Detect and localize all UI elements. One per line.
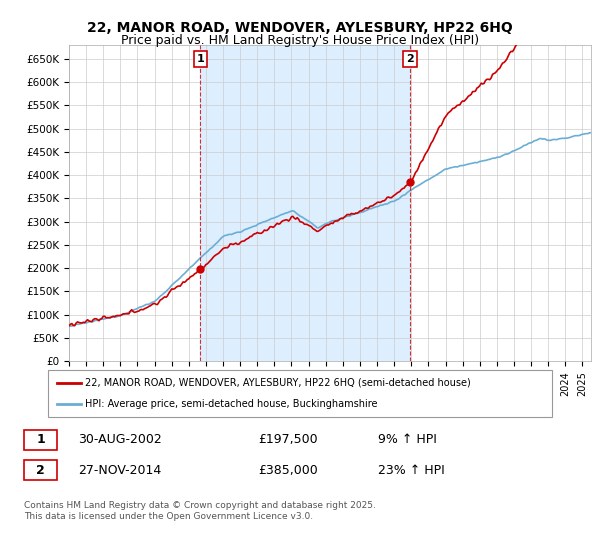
Text: 23% ↑ HPI: 23% ↑ HPI <box>378 464 445 477</box>
Text: £197,500: £197,500 <box>258 433 317 446</box>
Text: 22, MANOR ROAD, WENDOVER, AYLESBURY, HP22 6HQ (semi-detached house): 22, MANOR ROAD, WENDOVER, AYLESBURY, HP2… <box>85 378 471 388</box>
Text: £385,000: £385,000 <box>258 464 318 477</box>
Text: 22, MANOR ROAD, WENDOVER, AYLESBURY, HP22 6HQ: 22, MANOR ROAD, WENDOVER, AYLESBURY, HP2… <box>87 21 513 35</box>
Text: 1: 1 <box>36 433 45 446</box>
Text: 9% ↑ HPI: 9% ↑ HPI <box>378 433 437 446</box>
Text: Price paid vs. HM Land Registry's House Price Index (HPI): Price paid vs. HM Land Registry's House … <box>121 34 479 46</box>
Text: 2: 2 <box>406 54 414 64</box>
Text: 1: 1 <box>196 54 204 64</box>
Text: 27-NOV-2014: 27-NOV-2014 <box>78 464 161 477</box>
Text: 2: 2 <box>36 464 45 477</box>
Text: 30-AUG-2002: 30-AUG-2002 <box>78 433 162 446</box>
Text: Contains HM Land Registry data © Crown copyright and database right 2025.
This d: Contains HM Land Registry data © Crown c… <box>24 501 376 521</box>
Bar <box>200 45 410 361</box>
Text: HPI: Average price, semi-detached house, Buckinghamshire: HPI: Average price, semi-detached house,… <box>85 399 378 409</box>
